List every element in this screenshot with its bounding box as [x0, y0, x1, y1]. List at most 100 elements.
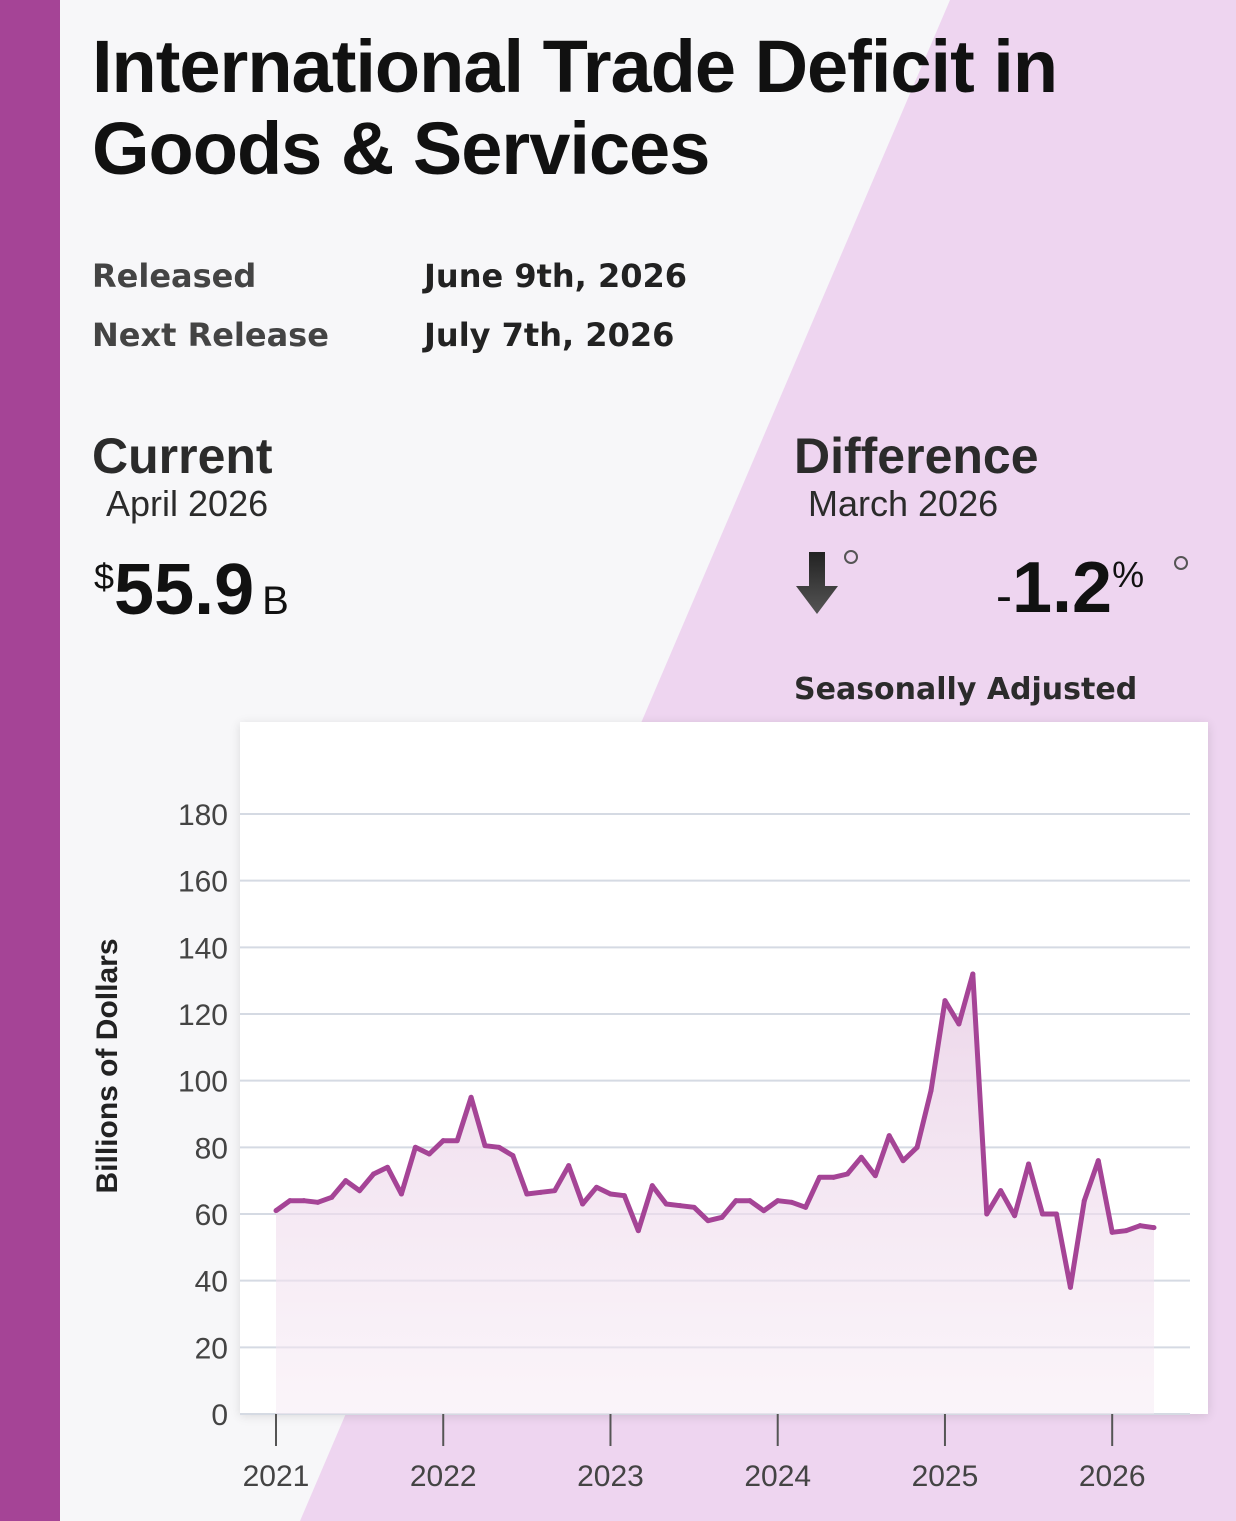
x-tick-label: 2022: [410, 1460, 477, 1493]
difference-info-icon[interactable]: [1174, 556, 1188, 570]
current-value: $55.9 B: [94, 550, 289, 630]
data-point: [440, 1138, 446, 1144]
arrow-info-icon[interactable]: [844, 550, 858, 564]
data-point: [1137, 1223, 1143, 1229]
data-point: [412, 1144, 418, 1150]
y-tick-label: 120: [178, 999, 228, 1032]
data-point: [956, 1021, 962, 1027]
released-date: June 9th, 2026: [424, 257, 688, 295]
data-point: [357, 1188, 363, 1194]
current-unit: B: [262, 579, 289, 623]
difference-sign: -: [996, 570, 1012, 623]
data-point: [635, 1228, 641, 1234]
data-point: [454, 1138, 460, 1144]
data-point: [649, 1183, 655, 1189]
title-line-2: Goods & Services: [92, 107, 710, 190]
data-point: [928, 1088, 934, 1094]
data-point: [691, 1204, 697, 1210]
series-line: [274, 971, 1155, 1290]
data-point: [1081, 1198, 1087, 1204]
data-point: [1123, 1228, 1129, 1234]
data-point: [998, 1188, 1004, 1194]
x-tick-label: 2025: [912, 1460, 979, 1493]
data-point: [468, 1094, 474, 1100]
data-point: [789, 1199, 795, 1205]
data-point: [607, 1191, 613, 1197]
data-point: [705, 1218, 711, 1224]
data-point: [580, 1201, 586, 1207]
arrow-down-icon: [796, 552, 838, 614]
x-tick-label: 2024: [744, 1460, 811, 1493]
x-tick-label: 2026: [1079, 1460, 1146, 1493]
data-point: [524, 1191, 530, 1197]
accent-sidebar: [0, 0, 60, 1521]
data-point: [538, 1189, 544, 1195]
title-line-1: International Trade Deficit in: [92, 25, 1058, 108]
data-point: [1026, 1161, 1032, 1167]
y-tick-label: 160: [178, 866, 228, 899]
seasonal-adjustment-note: Seasonally Adjusted: [794, 672, 1138, 707]
data-point: [970, 971, 976, 977]
data-point: [719, 1214, 725, 1220]
data-point: [984, 1211, 990, 1217]
data-point: [872, 1173, 878, 1179]
data-point: [942, 998, 948, 1004]
data-point: [914, 1144, 920, 1150]
data-point: [733, 1198, 739, 1204]
x-tick-label: 2021: [243, 1460, 310, 1493]
data-point: [566, 1163, 572, 1169]
data-point: [343, 1178, 349, 1184]
y-tick-label: 20: [195, 1332, 228, 1365]
data-point: [510, 1153, 516, 1159]
data-point: [287, 1198, 293, 1204]
data-point: [496, 1144, 502, 1150]
next-release-date: July 7th, 2026: [424, 316, 675, 354]
data-point: [775, 1198, 781, 1204]
data-point: [1012, 1213, 1018, 1219]
released-label: Released: [92, 257, 257, 295]
data-point: [426, 1151, 432, 1157]
y-tick-label: 0: [211, 1399, 228, 1432]
data-point: [482, 1143, 488, 1149]
data-point: [1151, 1225, 1157, 1231]
currency-symbol: $: [94, 556, 115, 597]
data-point: [552, 1188, 558, 1194]
x-tick-label: 2023: [577, 1460, 644, 1493]
y-tick-label: 80: [195, 1132, 228, 1165]
difference-value: -1.2%: [996, 548, 1144, 637]
data-point: [315, 1199, 321, 1205]
data-point: [817, 1174, 823, 1180]
current-amount: 55.9: [114, 550, 255, 630]
data-point: [301, 1198, 307, 1204]
difference-heading: Difference: [794, 428, 1039, 484]
y-tick-label: 100: [178, 1066, 228, 1099]
data-point: [1053, 1211, 1059, 1217]
data-point: [663, 1201, 669, 1207]
data-point: [844, 1171, 850, 1177]
page-title: International Trade Deficit in Goods & S…: [92, 26, 1092, 190]
difference-unit: %: [1112, 554, 1145, 595]
data-point: [329, 1194, 335, 1200]
data-point: [858, 1154, 864, 1160]
y-tick-label: 40: [195, 1266, 228, 1299]
data-point: [621, 1193, 627, 1199]
data-point: [1067, 1284, 1073, 1290]
data-point: [1109, 1229, 1115, 1235]
data-point: [803, 1204, 809, 1210]
y-tick-label: 140: [178, 932, 228, 965]
data-point: [677, 1203, 683, 1209]
current-heading: Current: [92, 428, 273, 484]
data-point: [761, 1208, 767, 1214]
data-point: [594, 1184, 600, 1190]
data-point: [747, 1198, 753, 1204]
data-point: [886, 1133, 892, 1139]
data-point: [830, 1174, 836, 1180]
y-axis-title: Billions of Dollars: [91, 938, 124, 1193]
data-point: [398, 1191, 404, 1197]
next-release-label: Next Release: [92, 316, 329, 354]
difference-period: March 2026: [808, 483, 999, 524]
y-tick-label: 60: [195, 1199, 228, 1232]
data-point: [273, 1208, 279, 1214]
data-point: [1040, 1211, 1046, 1217]
